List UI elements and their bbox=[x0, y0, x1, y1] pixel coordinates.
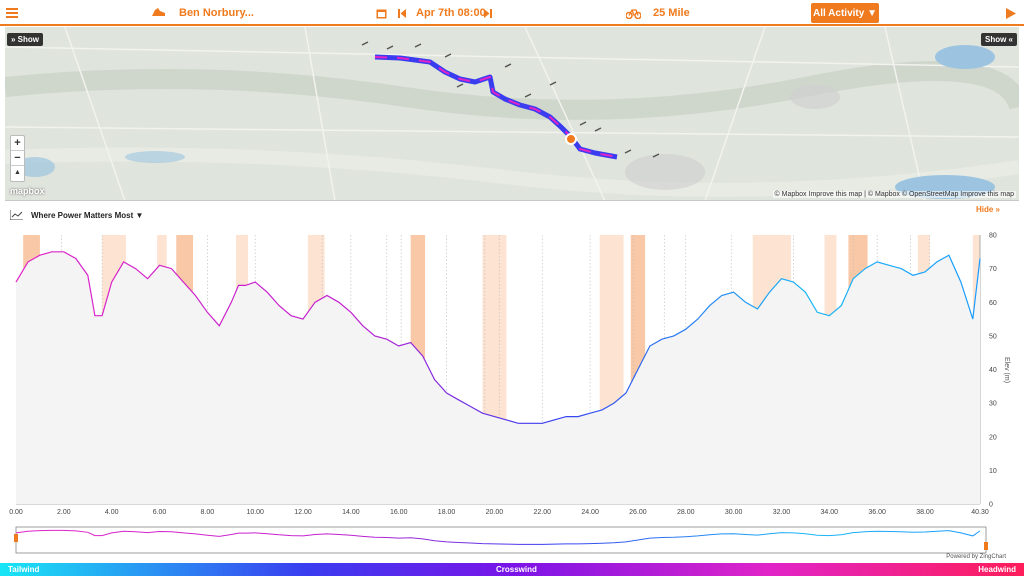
x-tick-label: 26.00 bbox=[629, 509, 647, 516]
legend-crosswind: Crosswind bbox=[496, 565, 537, 574]
hide-chart-button[interactable]: Hide » bbox=[975, 205, 1000, 214]
top-bar: Ben Norbury... Apr 7th 08:00 25 Mile All… bbox=[0, 0, 1024, 26]
navigator-left-handle[interactable] bbox=[14, 534, 18, 542]
play-icon[interactable] bbox=[1006, 0, 1016, 26]
all-activity-button[interactable]: All Activity ▼ bbox=[811, 3, 879, 23]
range-navigator[interactable] bbox=[15, 526, 987, 554]
route-map[interactable]: » Show Show « + − ▲ mapbox © Mapbox Impr… bbox=[5, 27, 1019, 201]
map-terrain bbox=[5, 27, 1019, 200]
mapbox-logo[interactable]: mapbox bbox=[10, 186, 45, 196]
zoom-controls: + − ▲ bbox=[10, 135, 25, 182]
chart-title[interactable]: Where Power Matters Most ▼ bbox=[31, 210, 144, 220]
elevation-area bbox=[16, 251, 980, 504]
x-tick-label: 4.00 bbox=[105, 509, 119, 516]
shoe-icon bbox=[151, 0, 166, 26]
prev-icon[interactable] bbox=[398, 0, 406, 26]
y-axis-label: Elev (m) bbox=[1003, 357, 1010, 383]
compass-button[interactable]: ▲ bbox=[14, 169, 21, 176]
x-tick-label: 10.00 bbox=[246, 509, 264, 516]
y-tick-label: 70 bbox=[989, 266, 997, 273]
x-tick-label: 36.00 bbox=[868, 509, 886, 516]
bike-icon bbox=[626, 0, 641, 26]
x-tick-label: 6.00 bbox=[153, 509, 167, 516]
x-tick-label: 2.00 bbox=[57, 509, 71, 516]
x-tick-label: 32.00 bbox=[773, 509, 791, 516]
y-tick-label: 60 bbox=[989, 300, 997, 307]
calendar-icon[interactable] bbox=[376, 0, 387, 26]
x-tick-label: 0.00 bbox=[9, 509, 23, 516]
x-tick-label: 22.00 bbox=[533, 509, 551, 516]
position-marker bbox=[565, 133, 577, 145]
legend-tailwind: Tailwind bbox=[8, 565, 40, 574]
powered-by-label: Powered by ZingChart bbox=[946, 554, 1006, 560]
x-tick-label: 34.00 bbox=[821, 509, 839, 516]
x-tick-label: 20.00 bbox=[486, 509, 504, 516]
menu-icon[interactable] bbox=[6, 0, 20, 26]
y-tick-label: 30 bbox=[989, 401, 997, 408]
x-tick-label: 38.00 bbox=[916, 509, 934, 516]
date-label: Apr 7th 08:00 bbox=[416, 7, 486, 19]
x-tick-label: 8.00 bbox=[201, 509, 215, 516]
x-tick-label: 12.00 bbox=[294, 509, 312, 516]
show-right-button[interactable]: Show « bbox=[980, 33, 1017, 46]
x-tick-label: 40.30 bbox=[971, 509, 989, 516]
y-tick-label: 0 bbox=[989, 502, 993, 509]
navigator-right-handle[interactable] bbox=[984, 542, 988, 550]
wind-legend-bar: Tailwind Crosswind Headwind bbox=[0, 563, 1024, 576]
show-left-button[interactable]: » Show bbox=[7, 33, 44, 46]
elevation-line bbox=[15, 251, 981, 424]
x-tick-label: 28.00 bbox=[677, 509, 695, 516]
y-tick-label: 10 bbox=[989, 468, 997, 475]
chart-header: Where Power Matters Most ▼ bbox=[10, 206, 143, 224]
x-tick-label: 16.00 bbox=[390, 509, 408, 516]
y-tick-label: 40 bbox=[989, 367, 997, 374]
rider-name[interactable]: Ben Norbury... bbox=[179, 7, 254, 19]
zoom-out-button[interactable]: − bbox=[11, 151, 24, 166]
navigator-line bbox=[15, 529, 981, 545]
legend-headwind: Headwind bbox=[978, 565, 1016, 574]
x-tick-label: 24.00 bbox=[581, 509, 599, 516]
y-tick-label: 50 bbox=[989, 333, 997, 340]
y-tick-label: 20 bbox=[989, 434, 997, 441]
next-icon[interactable] bbox=[484, 0, 492, 26]
y-tick-label: 80 bbox=[989, 233, 997, 240]
x-tick-label: 30.00 bbox=[725, 509, 743, 516]
elevation-chart[interactable]: 0.00 2.00 4.00 6.00 8.00 10.00 12.00 14.00 16.00… bbox=[0, 222, 1024, 562]
map-attribution[interactable]: © Mapbox Improve this map | © Mapbox © O… bbox=[772, 191, 1016, 198]
chart-icon bbox=[10, 210, 23, 220]
distance-label[interactable]: 25 Mile bbox=[653, 7, 690, 19]
zoom-in-button[interactable]: + bbox=[11, 136, 24, 151]
x-tick-label: 14.00 bbox=[342, 509, 360, 516]
x-tick-label: 18.00 bbox=[438, 509, 456, 516]
